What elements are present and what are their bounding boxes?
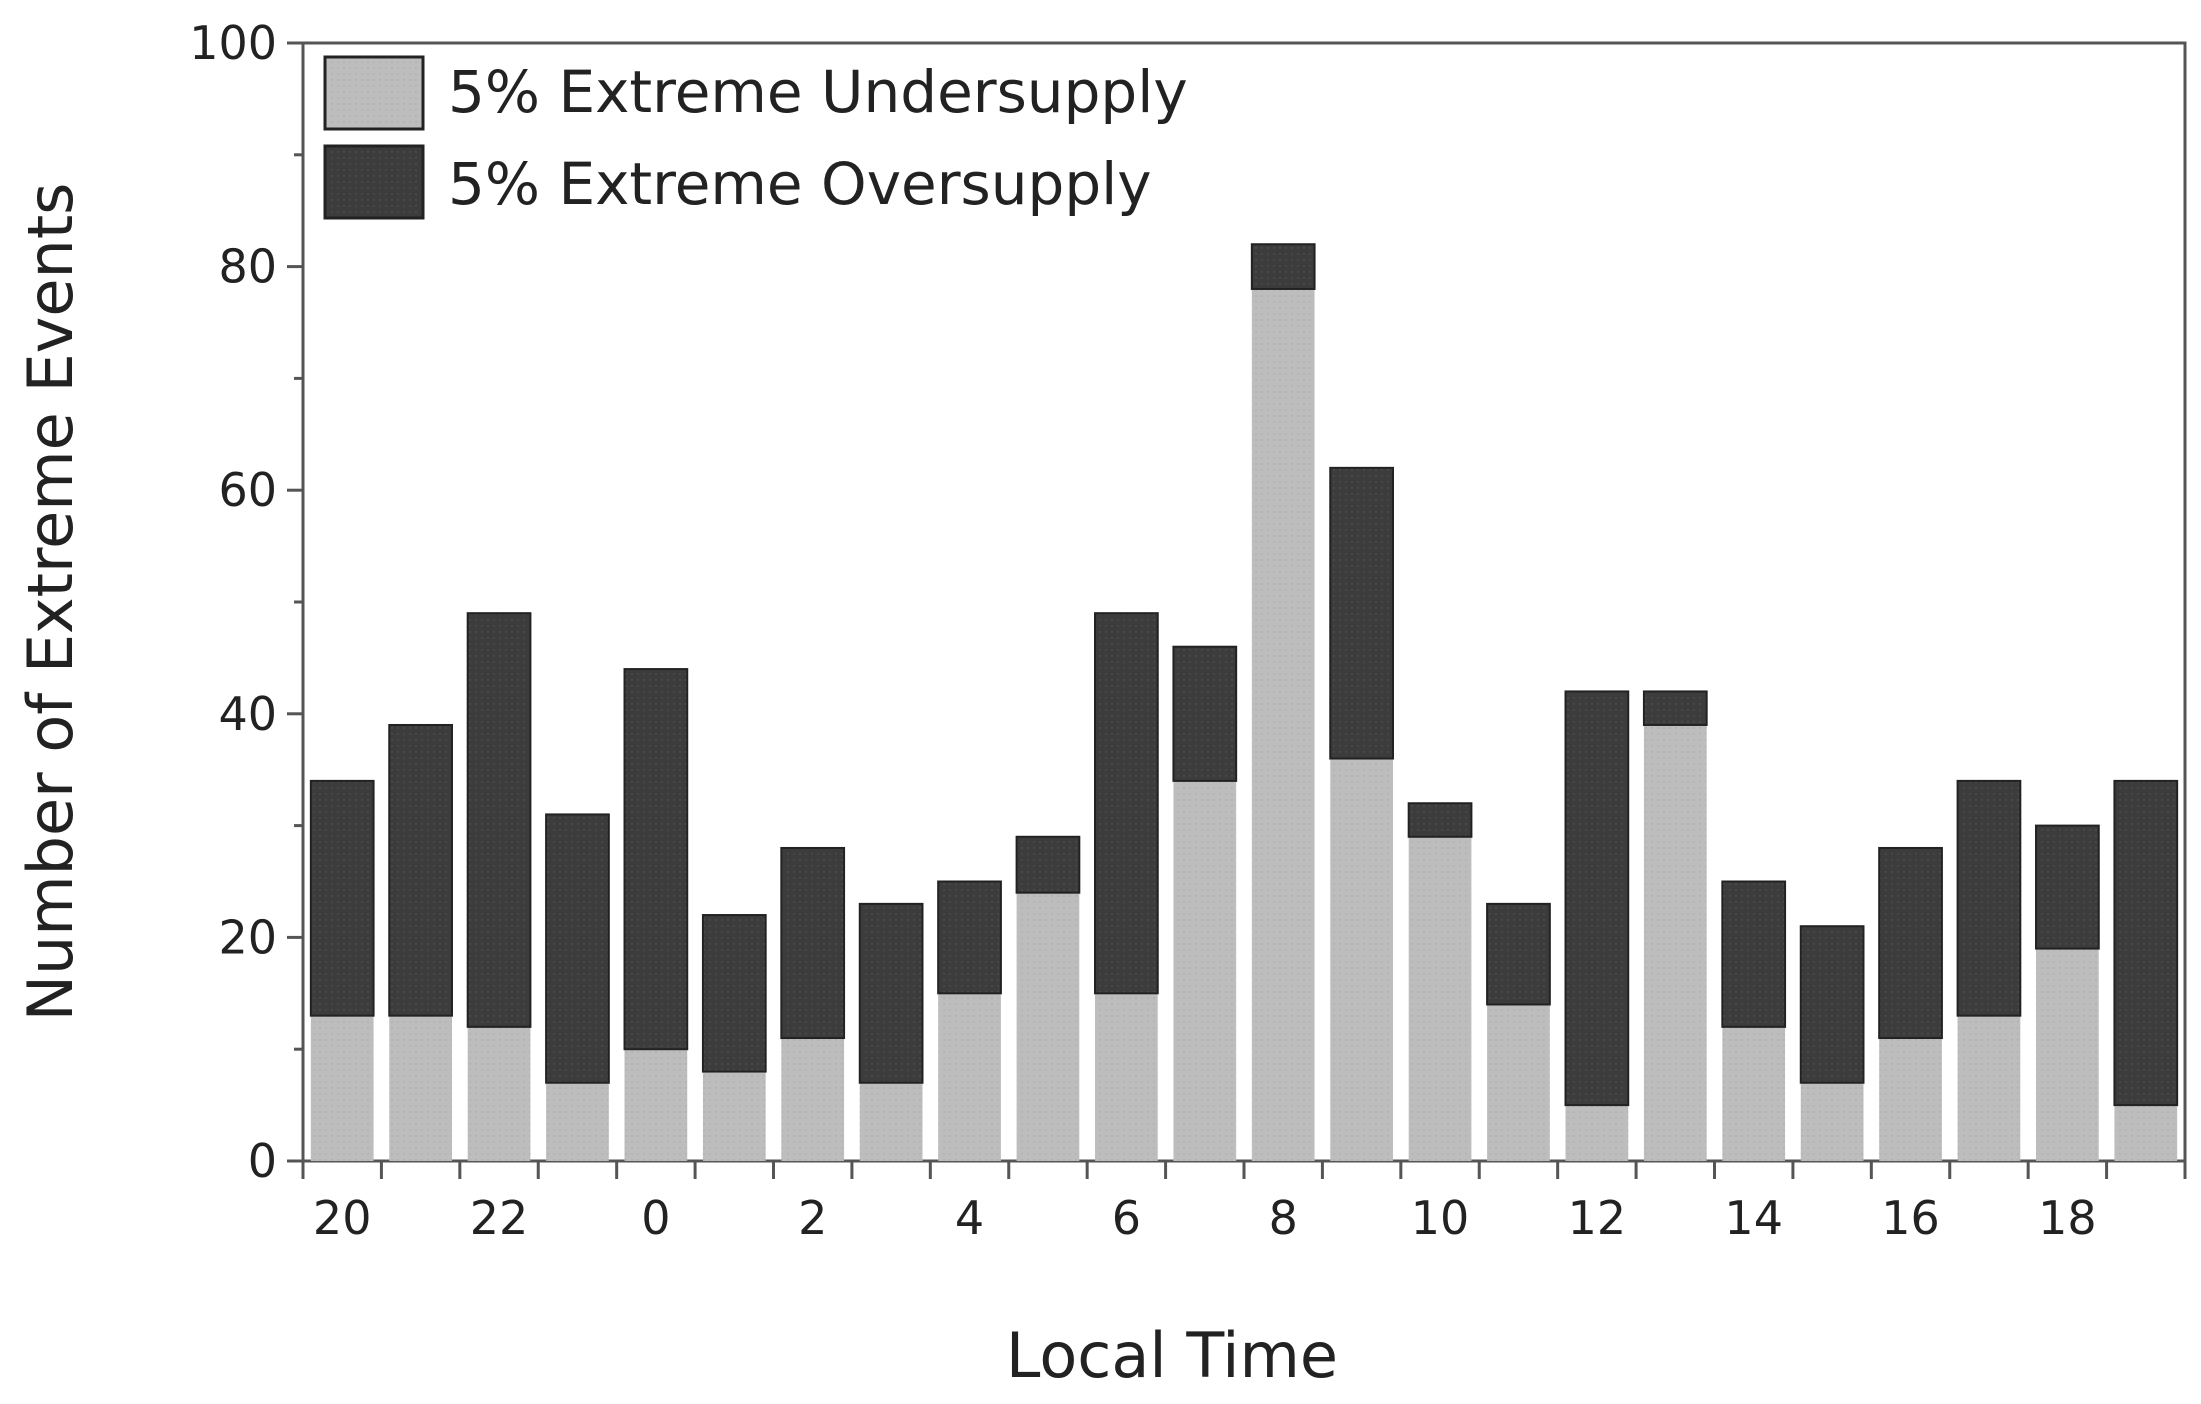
bar-oversupply-21 (1956, 779, 2022, 1017)
bar-undersupply-12 (1251, 288, 1315, 1162)
bar-undersupply-10 (1095, 993, 1158, 1161)
bar-oversupply-12 (1250, 243, 1316, 290)
bar-oversupply-5 (701, 914, 767, 1073)
bar-undersupply-0 (310, 1015, 374, 1161)
bar-undersupply-20 (1879, 1038, 1942, 1161)
legend-swatch-oversupply (323, 144, 425, 220)
bar-oversupply-9 (1015, 835, 1081, 894)
legend-swatch-undersupply (323, 55, 425, 131)
bar-undersupply-22 (2036, 948, 2099, 1161)
x-tick-label: 6 (1112, 1191, 1141, 1245)
bar-oversupply-17 (1642, 690, 1708, 726)
x-axis-title: Local Time (1006, 1319, 1338, 1392)
x-tick-label: 22 (470, 1191, 529, 1245)
bar-undersupply-23 (2114, 1105, 2178, 1161)
bar-undersupply-3 (546, 1082, 609, 1161)
bar-oversupply-19 (1799, 925, 1865, 1084)
bar-oversupply-20 (1878, 846, 1943, 1040)
y-tick-label: 40 (218, 687, 277, 741)
x-tick-label: 12 (1568, 1191, 1627, 1245)
bar-undersupply-7 (859, 1082, 923, 1161)
x-tick-label: 4 (955, 1191, 984, 1245)
bar-undersupply-14 (1408, 836, 1472, 1161)
bar-oversupply-15 (1486, 902, 1551, 1006)
plot-area (301, 41, 2187, 1163)
bar-undersupply-8 (938, 993, 1001, 1161)
legend-label-oversupply: 5% Extreme Oversupply (448, 150, 1152, 218)
x-tick-label: 2 (798, 1191, 827, 1245)
bar-oversupply-18 (1721, 880, 1787, 1028)
y-tick-label: 0 (248, 1134, 277, 1188)
bar-oversupply-8 (937, 880, 1002, 995)
bar-oversupply-22 (2035, 824, 2100, 950)
bar-undersupply-21 (1957, 1015, 2021, 1161)
y-tick-label: 100 (189, 16, 277, 70)
x-tick-label: 8 (1269, 1191, 1298, 1245)
bar-undersupply-18 (1722, 1026, 1786, 1161)
x-tick-label: 0 (641, 1191, 670, 1245)
bars-group (309, 243, 2179, 1162)
x-tick-label: 20 (313, 1191, 372, 1245)
bar-undersupply-6 (781, 1038, 845, 1161)
legend-label-undersupply: 5% Extreme Undersupply (448, 58, 1188, 126)
bar-oversupply-4 (623, 668, 689, 1051)
bar-undersupply-4 (624, 1049, 688, 1161)
bar-oversupply-14 (1407, 802, 1473, 838)
bar-undersupply-5 (702, 1071, 766, 1161)
bar-oversupply-1 (388, 723, 453, 1017)
bar-oversupply-16 (1564, 690, 1630, 1107)
x-tick-label: 14 (1724, 1191, 1783, 1245)
bar-undersupply-15 (1487, 1004, 1550, 1161)
bar-oversupply-11 (1172, 645, 1238, 782)
bar-undersupply-17 (1643, 724, 1707, 1161)
bar-oversupply-6 (780, 846, 846, 1040)
bar-undersupply-2 (467, 1026, 531, 1161)
x-tick-label: 16 (1881, 1191, 1940, 1245)
x-axis: 20 22 0 2 4 6 8 10 12 14 16 18 (301, 1161, 2187, 1245)
bar-oversupply-13 (1329, 466, 1394, 760)
legend: 5% Extreme Undersupply 5% Extreme Oversu… (323, 55, 1188, 220)
x-tick-label: 10 (1411, 1191, 1470, 1245)
bar-undersupply-19 (1800, 1082, 1864, 1161)
y-axis: 0 20 40 60 80 100 (189, 16, 303, 1188)
y-tick-label: 80 (218, 240, 277, 294)
bar-oversupply-3 (545, 813, 610, 1084)
bar-oversupply-0 (309, 779, 375, 1017)
y-tick-label: 20 (218, 910, 277, 964)
bar-oversupply-10 (1094, 612, 1159, 995)
bar-oversupply-7 (858, 902, 924, 1084)
bar-undersupply-13 (1330, 758, 1393, 1161)
bar-oversupply-2 (466, 612, 532, 1028)
bar-undersupply-1 (389, 1015, 452, 1161)
x-tick-label: 18 (2038, 1191, 2097, 1245)
y-tick-label: 60 (218, 463, 277, 517)
y-axis-title: Number of Extreme Events (14, 183, 87, 1022)
bar-oversupply-23 (2113, 779, 2179, 1107)
bar-undersupply-11 (1173, 780, 1237, 1161)
bar-undersupply-16 (1565, 1105, 1629, 1161)
bar-undersupply-9 (1016, 892, 1080, 1161)
